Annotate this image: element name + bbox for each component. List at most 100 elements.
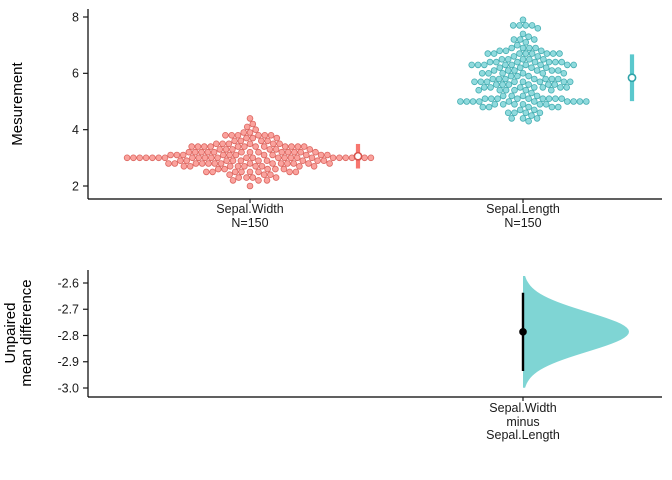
bottom-y-axis-title-line-2: mean difference [18,279,35,387]
swarm-point [336,154,343,162]
swarm-point [302,151,310,159]
swarm-point [228,132,236,139]
swarm-point [263,177,271,184]
swarm-point [490,50,498,57]
swarm-point [519,44,527,52]
swarm-point [367,154,375,162]
swarm-point [510,53,518,60]
swarm-point [505,81,513,88]
swarm-point [537,47,545,55]
swarm-point [542,101,550,108]
swarm-point [522,38,530,46]
swarm-point [543,50,551,57]
swarm-point [496,64,504,71]
swarm-point [469,98,477,105]
swarm-point [510,36,518,43]
swarm-point [281,143,289,150]
swarm-point [290,160,298,167]
swarm-point [502,75,509,83]
swarm-point [539,84,547,91]
swarm-point [525,33,532,40]
swarm-point [284,148,292,156]
swarm-point [273,134,281,142]
swarm-point [299,157,307,165]
swarm-point [554,67,562,74]
swarm-point [161,154,169,162]
swarm-point [252,126,260,133]
group-mean-marker [353,151,363,161]
swarm-point [291,148,298,156]
swarm-point [312,148,319,156]
swarm-point [548,103,556,111]
swarm-point [221,165,228,173]
swarm-point [560,70,568,77]
swarm-point [492,81,500,88]
swarm-point [214,154,221,162]
swarm-point [278,148,286,156]
swarm-point [222,132,229,139]
swarm-point [487,95,495,102]
swarm-point [516,50,523,57]
swarm-point [223,157,231,165]
swarm-point [530,36,538,43]
swarm-point [499,70,506,77]
swarm-point [284,160,291,167]
swarm-point [513,41,521,49]
swarm-point [530,98,538,105]
swarm-point [519,70,527,77]
swarm-point [576,98,584,105]
swarm-point [552,95,559,102]
swarm-point [474,61,482,69]
swarm-point [171,160,179,167]
swarm-point [487,84,494,91]
swarm-point [142,154,150,162]
swarm-point [525,81,532,88]
swarm-point [204,148,212,156]
swarm-point [533,92,541,100]
swarm-point [203,168,210,176]
swarm-point [189,154,196,162]
swarm-point [542,75,549,83]
swarm-point [539,95,547,102]
swarm-point [468,61,476,69]
swarm-point [255,132,262,139]
swarm-point [534,53,542,60]
swarm-point [225,140,233,148]
swarm-point [492,58,500,66]
swarm-point [502,61,509,69]
swarm-sepal-width [123,115,375,190]
swarm-point [246,115,254,122]
swarm-point [229,146,236,153]
swarm-point [508,92,516,100]
swarm-point [155,154,163,162]
swarm-point [566,78,574,86]
swarm-point [514,58,521,66]
swarm-point [305,160,312,167]
swarm-point [483,78,491,86]
swarm-point [531,58,539,66]
swarm-point [179,151,187,159]
swarm-point [234,143,242,150]
swarm-point [498,55,506,63]
swarm-point [149,154,156,162]
difference-violin [523,276,629,388]
group-2-name: Sepal.Length [486,202,560,216]
swarm-point [211,160,219,167]
swarm-point [191,148,199,156]
group-axis-label-sepal-width: Sepal.Width N=150 [150,202,350,230]
swarm-point [287,154,295,162]
swarm-point [260,171,268,179]
swarm-point [530,75,538,83]
swarm-point [495,75,503,83]
swarm-point [246,160,254,167]
swarm-point [123,154,131,162]
swarm-point [297,148,305,156]
swarm-point [519,78,527,86]
swarm-point [165,160,172,167]
swarm-point [266,146,274,153]
swarm-point [511,86,518,94]
swarm-point [570,98,577,105]
swarm-point [545,81,552,88]
swarm-point [522,61,530,69]
